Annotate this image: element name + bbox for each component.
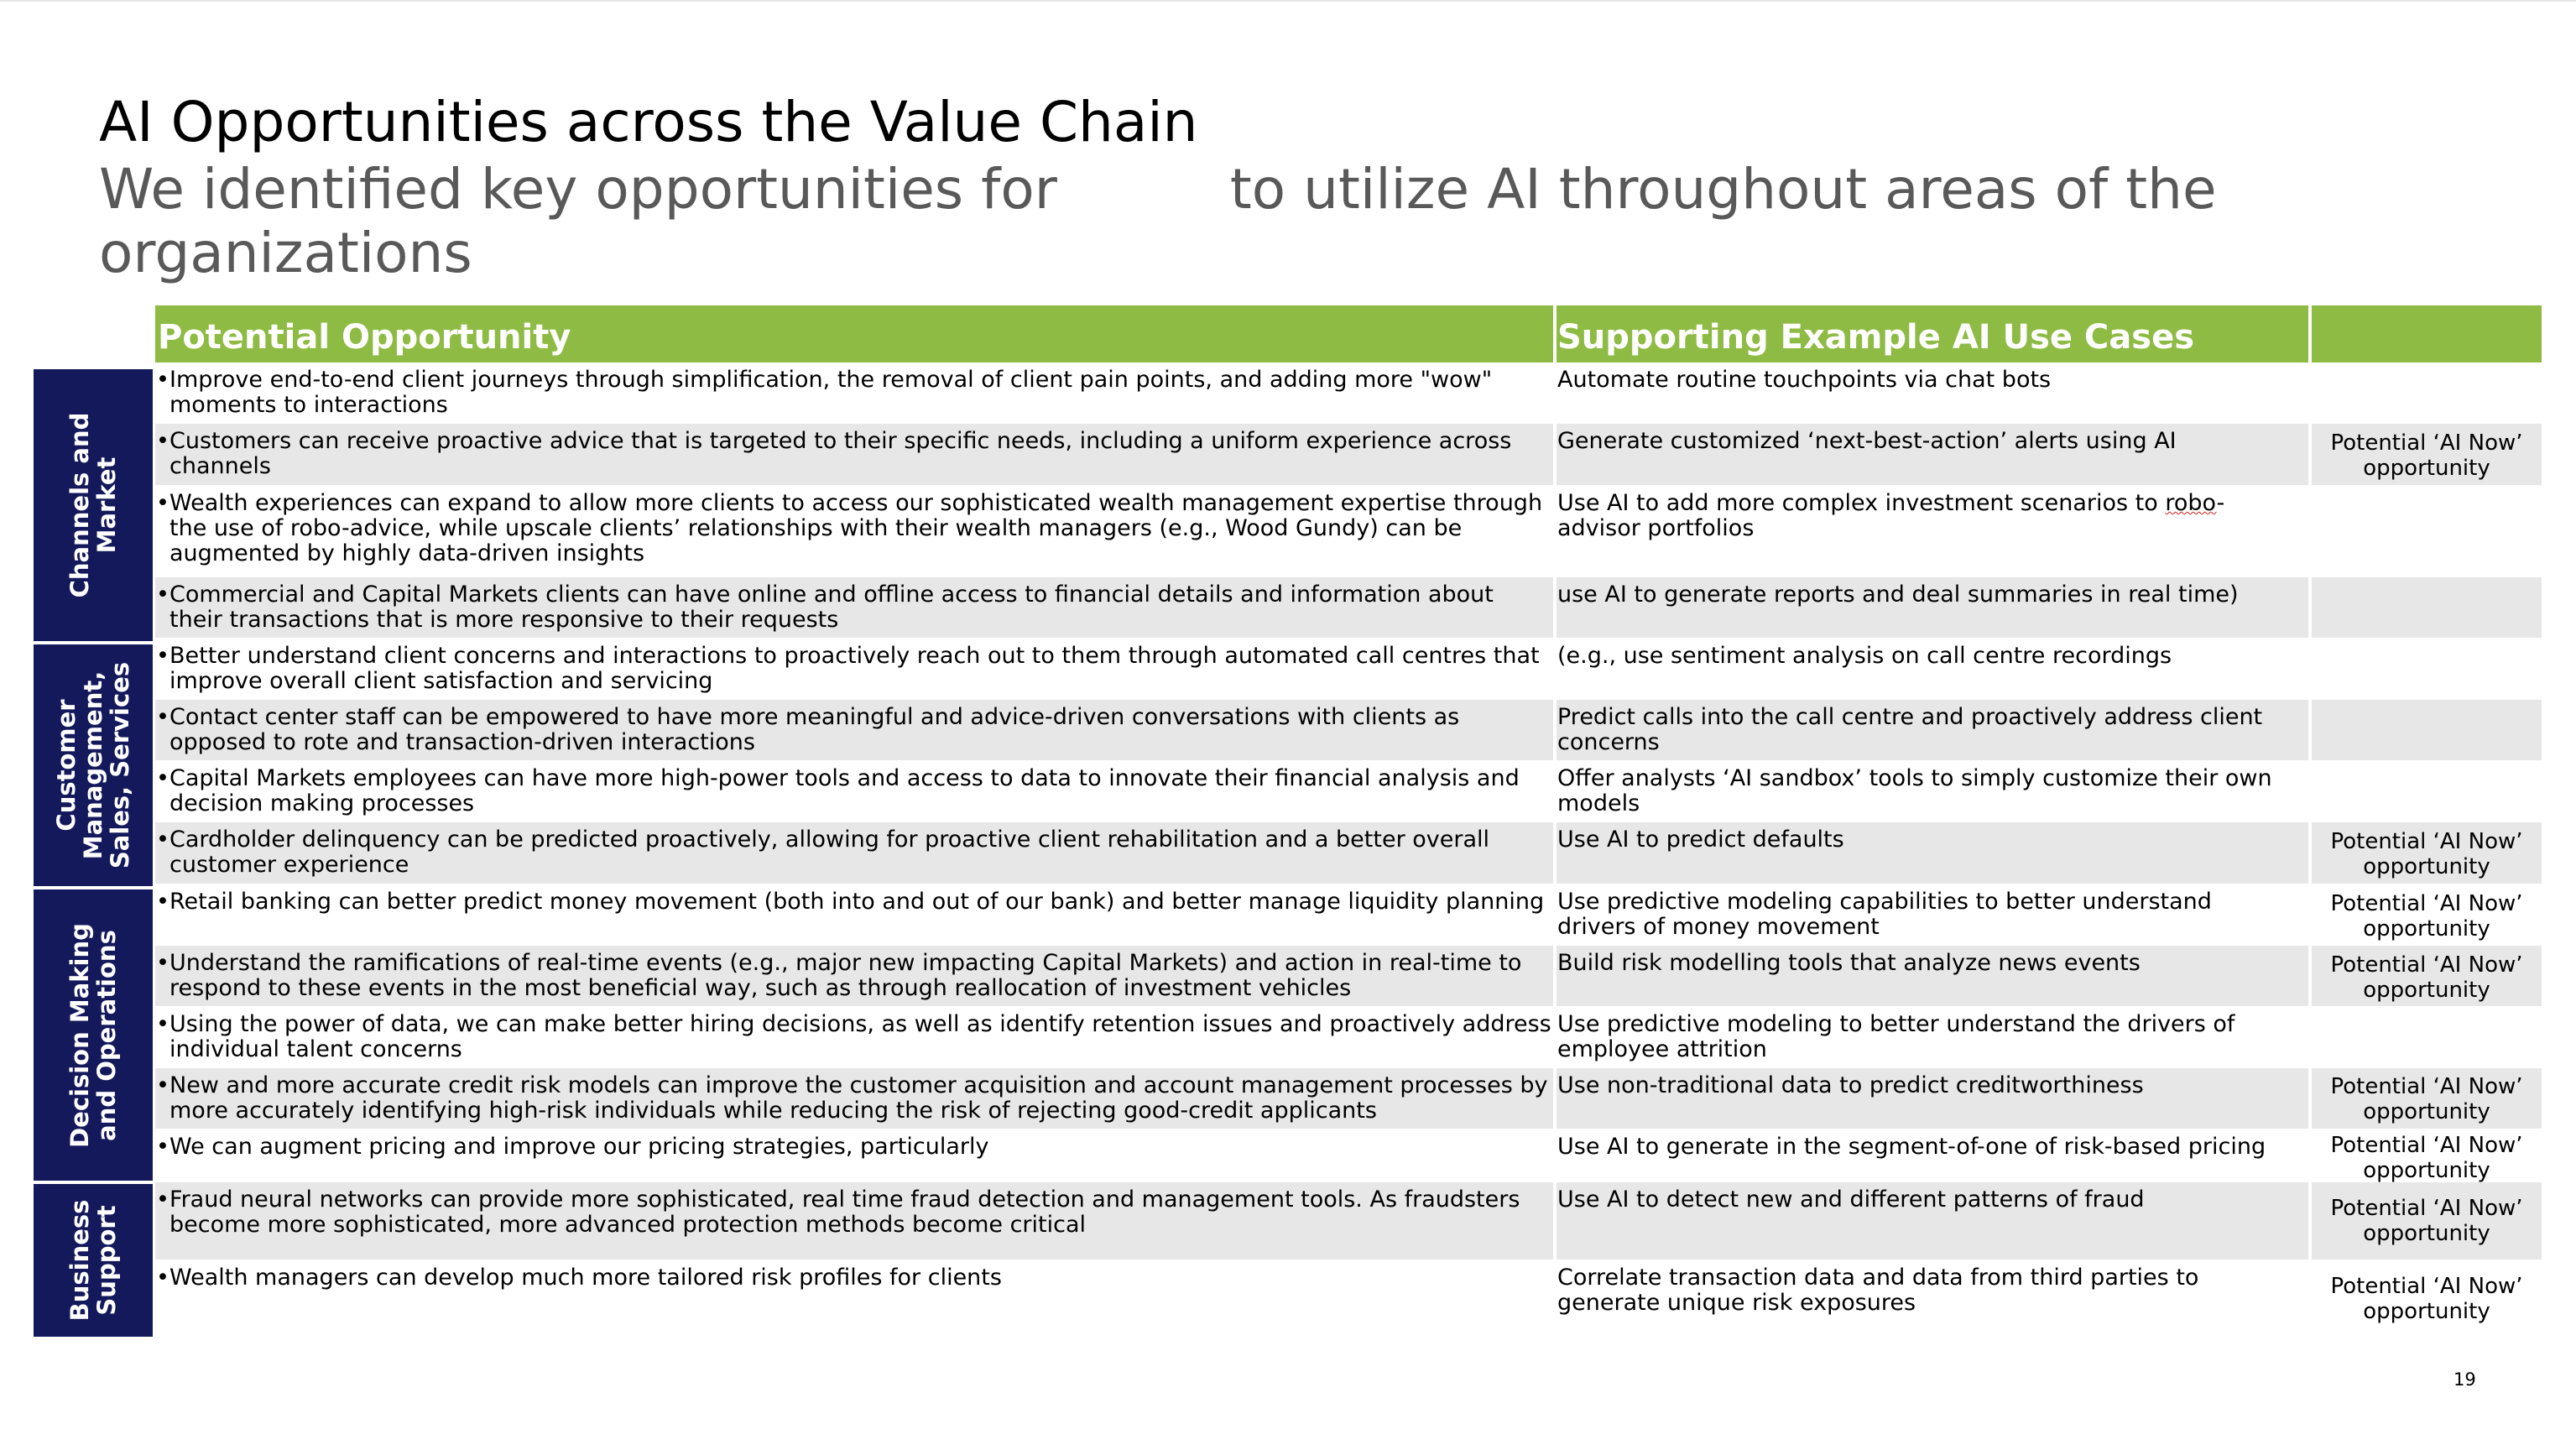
use-case-text: Offer analysts ‘AI sandbox’ tools to sim…	[1557, 765, 2272, 816]
category-channels-and-market: Channels and Market	[34, 369, 153, 641]
slide-title: AI Opportunities across the Value Chain	[99, 90, 1198, 154]
header-use-cases: Supporting Example AI Use Cases	[1557, 318, 2195, 357]
opportunity-text: • Understand the ramifications of real-ti…	[156, 950, 1522, 1001]
use-case-text: Use AI to predict defaults	[1557, 827, 1844, 853]
opportunity-text: • Retail banking can better predict money…	[156, 889, 1545, 915]
table-header: Potential Opportunity Supporting Example…	[155, 305, 2542, 362]
ai-now-badge: Potential ‘AI Now’ opportunity	[2330, 952, 2523, 1003]
table-row: • Cardholder delinquency can be predicted…	[155, 822, 2542, 884]
table-row: • Using the power of data, we can make be…	[155, 1007, 2542, 1067]
use-case-text: Use AI to generate in the segment-of-one…	[1557, 1134, 2266, 1160]
category-business-support: Business Support	[34, 1184, 153, 1337]
use-case-text: Generate customized ‘next-best-action’ a…	[1557, 428, 2177, 454]
opportunity-text: • Customers can receive proactive advice …	[156, 428, 1512, 479]
table-row: • Commercial and Capital Markets clients …	[155, 577, 2542, 638]
use-case-text: Correlate transaction data and data from…	[1557, 1265, 2199, 1316]
category-label: Channels and Market	[65, 412, 121, 598]
use-case-text: Use predictive modeling to better unders…	[1557, 1011, 2235, 1062]
top-rule	[0, 0, 2576, 2]
table-row: • New and more accurate credit risk model…	[155, 1068, 2542, 1129]
use-case-text: Use AI to add more complex investment sc…	[1557, 490, 2225, 541]
use-case-text: Use predictive modeling capabilities to …	[1557, 889, 2212, 940]
page-number: 19	[2453, 1369, 2476, 1390]
opportunity-text: • Commercial and Capital Markets clients …	[156, 582, 1494, 633]
ai-now-badge: Potential ‘AI Now’ opportunity	[2330, 829, 2523, 879]
header-divider	[2308, 305, 2312, 362]
use-case-text: Use AI to detect new and different patte…	[1557, 1187, 2145, 1213]
slide-subtitle-line-2: organizations	[99, 221, 472, 285]
opportunity-text: • Cardholder delinquency can be predicted…	[156, 827, 1490, 878]
opportunity-text: • Capital Markets employees can have more…	[156, 765, 1520, 816]
ai-now-badge: Potential ‘AI Now’ opportunity	[2330, 891, 2523, 941]
header-potential-opportunity: Potential Opportunity	[158, 318, 571, 357]
table-row: • Capital Markets employees can have more…	[155, 761, 2542, 821]
category-label: Decision Making and Operations	[65, 922, 121, 1148]
table-row: • Wealth experiences can expand to allow …	[155, 486, 2542, 576]
opportunity-text: • We can augment pricing and improve our …	[156, 1134, 989, 1160]
table-row: • Contact center staff can be empowered t…	[155, 700, 2542, 760]
table-row: • We can augment pricing and improve our …	[155, 1129, 2542, 1183]
opportunity-text: • Wealth experiences can expand to allow …	[156, 490, 1543, 566]
category-decision-making-operations: Decision Making and Operations	[34, 889, 153, 1181]
opportunity-text: • Improve end-to-end client journeys thro…	[156, 367, 1493, 418]
opportunity-text: • Wealth managers can develop much more t…	[156, 1265, 1002, 1291]
table-row: • Wealth managers can develop much more t…	[155, 1260, 2542, 1338]
ai-now-badge: Potential ‘AI Now’ opportunity	[2330, 1074, 2523, 1124]
ai-now-badge: Potential ‘AI Now’ opportunity	[2330, 1133, 2523, 1183]
ai-now-badge: Potential ‘AI Now’ opportunity	[2330, 1274, 2523, 1324]
category-customer-management: Customer Management, Sales, Services	[34, 644, 153, 886]
category-label: Customer Management, Sales, Services	[52, 661, 134, 869]
table-row: • Understand the ramifications of real-ti…	[155, 946, 2542, 1006]
use-case-text: Automate routine touchpoints via chat bo…	[1557, 367, 2052, 393]
header-divider	[1553, 305, 1557, 362]
use-case-text: Predict calls into the call centre and p…	[1557, 704, 2263, 755]
use-case-text: Use non-traditional data to predict cred…	[1557, 1072, 2144, 1098]
opportunity-text: • Using the power of data, we can make be…	[156, 1011, 1551, 1062]
use-case-text: Build risk modelling tools that analyze …	[1557, 950, 2141, 976]
table-row: • Better understand client concerns and i…	[155, 639, 2542, 699]
subtitle-part-1: We identified key opportunities for	[99, 157, 1057, 222]
use-case-text: use AI to generate reports and deal summ…	[1557, 582, 2239, 608]
opportunity-text: • New and more accurate credit risk model…	[156, 1072, 1548, 1124]
table-row: • Improve end-to-end client journeys thro…	[155, 362, 2542, 423]
subtitle-part-2: to utilize AI throughout areas of the	[1229, 157, 2217, 222]
opportunity-text: • Contact center staff can be empowered t…	[156, 704, 1460, 755]
opportunity-text: • Fraud neural networks can provide more …	[156, 1187, 1520, 1238]
opportunity-text: • Better understand client concerns and i…	[156, 643, 1540, 694]
ai-now-badge: Potential ‘AI Now’ opportunity	[2330, 430, 2523, 481]
use-case-text: (e.g., use sentiment analysis on call ce…	[1557, 643, 2172, 669]
table-row: • Fraud neural networks can provide more …	[155, 1182, 2542, 1260]
category-label: Business Support	[65, 1199, 121, 1322]
table-row: • Customers can receive proactive advice …	[155, 424, 2542, 485]
table-row: • Retail banking can better predict money…	[155, 884, 2542, 945]
slide-subtitle-line-1: We identified key opportunities for to ut…	[99, 158, 2217, 222]
ai-now-badge: Potential ‘AI Now’ opportunity	[2330, 1196, 2523, 1246]
